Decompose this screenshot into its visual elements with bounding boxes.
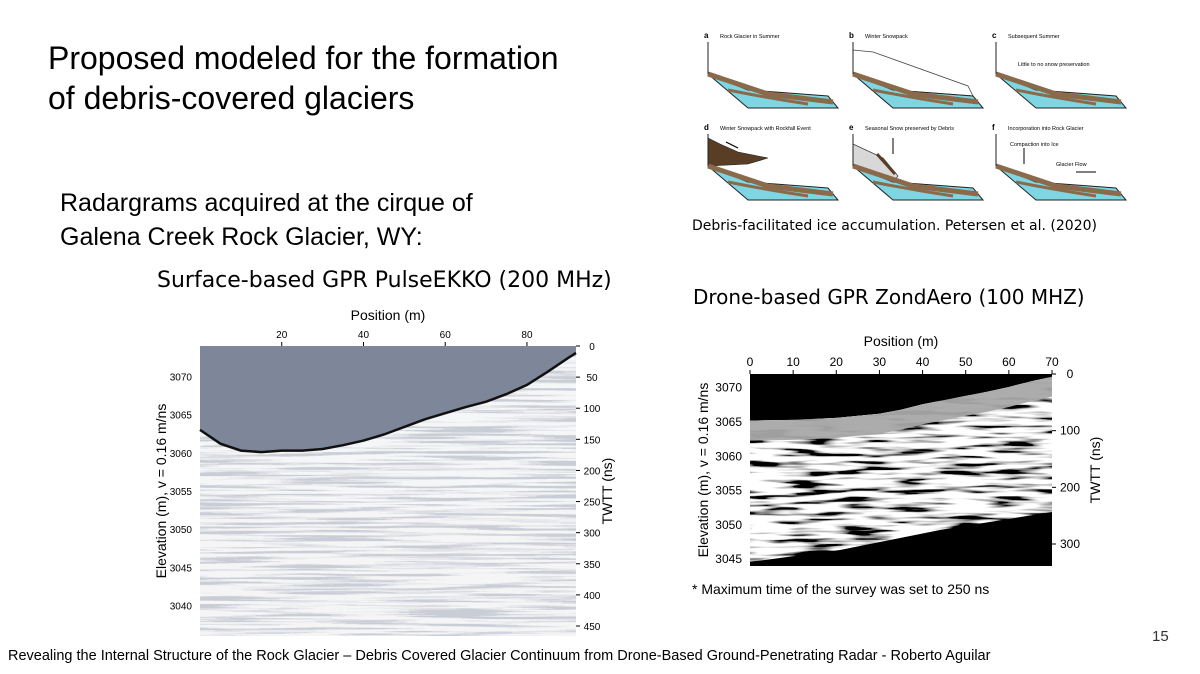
y2-tick-label: 150 [584,435,601,446]
slide-subtitle: Radargrams acquired at the cirque of Gal… [60,186,620,254]
panel-b: b Winter Snowpack [849,31,983,108]
x-tick-label: 20 [830,355,844,369]
surface-line [199,351,577,454]
y-tick-label: 3050 [170,525,193,536]
y2-tick-label: 300 [584,529,601,540]
y2-tick-label: 450 [584,622,601,633]
y2-tick-label: 100 [1060,424,1080,438]
panel-letter: d [704,123,709,132]
x-tick-label: 0 [747,355,754,369]
panel-label-3: Glacier Flow [1056,162,1087,168]
y2-tick-label: 100 [584,404,601,415]
surface-gpr-caption: Surface-based GPR PulseEKKO (200 MHz) [157,268,612,293]
x-tick-label: 50 [959,355,973,369]
y2-tick-label: 200 [1060,480,1080,494]
slide-footer: Revealing the Internal Structure of the … [8,648,991,664]
survey-note: * Maximum time of the survey was set to … [692,581,990,597]
y-axis-label: Elevation (m), v = 0.16 m/ns [695,383,711,558]
y-tick-label: 3070 [170,373,193,384]
y2-tick-label: 0 [1067,367,1074,381]
x-tick-label: 30 [873,355,887,369]
panel-label-2: Little to no snow preservation [1018,62,1090,68]
y-axis-label: Elevation (m), v = 0.16 m/ns [153,404,169,579]
panel-f: f Incorporation into Rock Glacier Compac… [992,123,1126,200]
subtitle-line-1: Radargrams acquired at the cirque of [60,189,473,217]
y2-tick-label: 350 [584,560,601,571]
x-tick-label: 20 [276,330,288,341]
x-tick-label: 60 [1002,355,1016,369]
x-tick-label: 40 [916,355,930,369]
y-tick-label: 3055 [715,484,742,498]
y-tick-label: 3045 [170,563,193,574]
y-tick-label: 3070 [715,381,742,395]
y2-axis-label: TWTT (ns) [599,458,615,525]
y2-tick-label: 250 [584,498,601,509]
page-number: 15 [1152,628,1169,645]
surface-gpr-radargram: 20 40 60 80 Position (m) 3070 3065 3060 3055 3050… [153,307,615,636]
y-tick-label: 3065 [715,415,742,429]
panel-letter: c [992,31,997,40]
subtitle-line-2: Galena Creek Rock Glacier, WY: [60,223,423,251]
y-tick-label: 3050 [715,518,742,532]
y-tick-label: 3055 [170,487,193,498]
y2-tick-label: 50 [586,373,598,384]
panel-c: c Subsequent Summer Little to no snow pr… [992,31,1126,108]
y-tick-label: 3060 [170,449,193,460]
y2-tick-label: 300 [1060,537,1080,551]
panel-letter: b [849,31,854,40]
panel-label: Subsequent Summer [1008,34,1060,40]
x-axis-label: Position (m) [864,333,939,349]
panel-d: d Winter Snowpack with Rockfall Event [704,123,838,200]
x-tick-label: 80 [521,330,533,341]
x-tick-label: 40 [358,330,370,341]
y-tick-label: 3065 [170,411,193,422]
panel-label: Winter Snowpack [865,34,908,40]
drone-gpr-caption: Drone-based GPR ZondAero (100 MHZ) [693,285,1085,309]
panel-label: Rock Glacier in Summer [720,34,780,40]
no-data-region [750,512,1052,566]
y2-tick-label: 400 [584,591,601,602]
panel-a: a Rock Glacier in Summer [704,31,838,108]
y2-tick-label: 200 [584,466,601,477]
x-tick-label: 70 [1045,355,1059,369]
panel-label: Winter Snowpack with Rockfall Event [720,126,811,132]
y-tick-label: 3060 [715,449,742,463]
formation-model-figure: a Rock Glacier in Summer b Winter Snowpa… [704,31,1138,218]
y2-tick-label: 0 [589,342,595,353]
title-line-2: of debris-covered glaciers [48,80,415,116]
direct-wave-band [750,376,1052,441]
slide-title: Proposed modeled for the formation of de… [48,38,668,118]
y-tick-label: 3045 [715,552,742,566]
panel-e: e Seasonal Snow preserved by Debris [849,123,983,200]
panel-label-2: Compaction into Ice [1010,142,1059,148]
panel-label: Incorporation into Rock Glacier [1008,126,1084,132]
x-tick-label: 60 [440,330,452,341]
panel-letter: e [849,123,854,132]
y-tick-label: 3040 [170,601,193,612]
y2-axis-label: TWTT (ns) [1087,437,1103,504]
title-line-1: Proposed modeled for the formation [48,40,559,76]
x-axis-label: Position (m) [351,307,426,323]
x-tick-label: 10 [786,355,800,369]
panel-letter: f [992,123,995,132]
figure-caption: Debris-facilitated ice accumulation. Pet… [692,218,1097,234]
panel-letter: a [704,31,709,40]
panel-label: Seasonal Snow preserved by Debris [865,126,954,132]
drone-gpr-radargram: 0 10 20 30 40 50 60 70 Position (m) 3070 3065 3060 3… [695,333,1103,566]
